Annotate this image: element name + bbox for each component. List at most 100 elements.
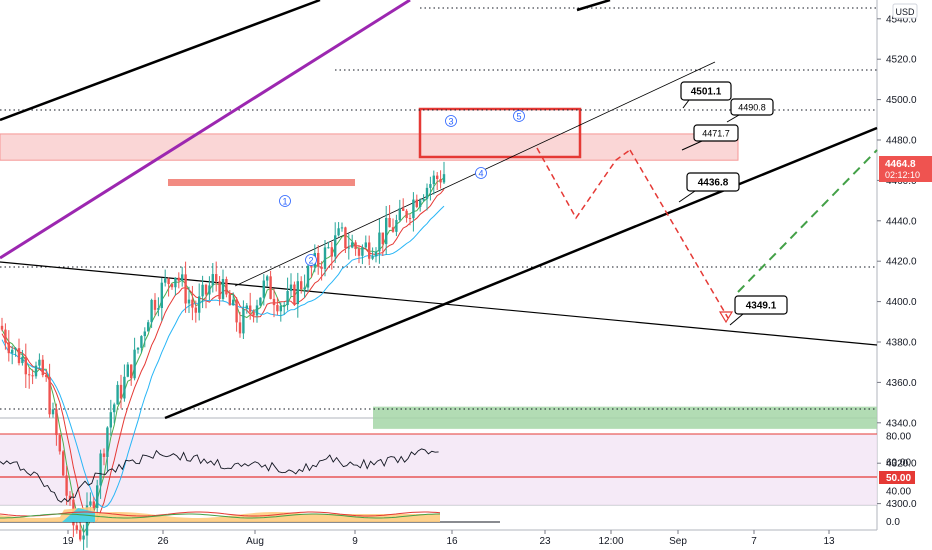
- candle-body: [388, 217, 391, 228]
- price-tick-label: 4540.0: [886, 14, 917, 25]
- projection-paths: [536, 147, 878, 324]
- candle-body: [272, 298, 276, 306]
- candle-body: [41, 359, 44, 376]
- candle-body: [130, 364, 133, 379]
- candle-body: [402, 208, 405, 211]
- time-tick-label: 9: [352, 536, 358, 547]
- candle-body: [48, 376, 51, 415]
- wave-1-label: 1: [282, 197, 287, 207]
- callout-label[interactable]: 4436.8: [698, 178, 729, 189]
- candle-body: [51, 409, 55, 415]
- candle-body: [395, 220, 398, 232]
- candle-body: [106, 427, 109, 457]
- callout-label[interactable]: 4501.1: [691, 87, 722, 98]
- candle-body: [323, 247, 327, 269]
- candle-body: [4, 329, 7, 343]
- candle-body: [21, 356, 24, 364]
- purple-trend-line: [0, 0, 411, 260]
- price-callouts[interactable]: 4501.1 4490.8 4471.7 4436.8 4349.1: [678, 81, 788, 326]
- candle-body: [204, 284, 208, 295]
- zones: [0, 107, 877, 429]
- candle-body: [262, 280, 265, 298]
- candle-body: [364, 242, 367, 248]
- candle-body: [327, 247, 330, 249]
- candle-body: [432, 175, 435, 185]
- callout-label[interactable]: 4490.8: [738, 103, 766, 113]
- candle-body: [116, 384, 119, 405]
- candle-body: [439, 178, 442, 183]
- callout-pointer: [678, 190, 696, 203]
- candle-body: [235, 299, 238, 323]
- candle-body: [361, 247, 364, 256]
- candle-body: [65, 475, 68, 496]
- trend-lines: [0, 0, 878, 420]
- candle-body: [68, 495, 72, 500]
- wave-labels: 1 2 3 4 5: [279, 110, 525, 266]
- time-tick-label: Sep: [669, 536, 687, 547]
- candle-body: [150, 299, 153, 323]
- candle-body: [96, 485, 99, 508]
- price-tick-label: 4360.0: [886, 378, 917, 389]
- candle-body: [28, 374, 31, 376]
- candle-body: [415, 199, 418, 207]
- candle-body: [167, 278, 170, 285]
- wave-2-label: 2: [308, 256, 313, 266]
- candle-body: [123, 376, 126, 399]
- candle-body: [242, 308, 245, 334]
- candle-body: [381, 232, 384, 245]
- wave-5-label: 5: [516, 112, 521, 122]
- candle-body: [184, 274, 187, 304]
- wave-2-circle: [305, 254, 317, 266]
- candle-body: [351, 242, 354, 248]
- candle-body: [344, 227, 347, 249]
- candle-body: [119, 384, 123, 399]
- price-tick-label: 4500.0: [886, 95, 917, 106]
- candle-body: [422, 198, 425, 201]
- candle-body: [143, 331, 146, 337]
- wave-4-circle: [475, 167, 487, 179]
- candle-body: [296, 281, 299, 305]
- price-tick-label: 4520.0: [886, 55, 917, 66]
- candle-body: [317, 252, 320, 267]
- projection-drop-arrow: [718, 311, 734, 324]
- candle-body: [58, 435, 61, 452]
- rsi-level-tag: [879, 471, 915, 484]
- candle-body: [113, 404, 116, 413]
- price-axis[interactable]: 4560.04540.04520.04500.04480.04460.04440…: [877, 0, 917, 528]
- target-box: [418, 107, 582, 159]
- price-tick-label: 4320.0: [886, 459, 917, 470]
- candle-body: [177, 277, 180, 281]
- candle-body: [225, 279, 228, 295]
- rsi-line: [0, 448, 439, 503]
- price-tick-label: 4300.0: [886, 499, 917, 510]
- last-price-tag: [879, 156, 932, 182]
- candle-body: [238, 322, 242, 334]
- candle-body: [198, 296, 201, 313]
- candle-body: [303, 287, 306, 290]
- callout-label[interactable]: 4471.7: [702, 129, 730, 139]
- candle-body: [300, 281, 303, 290]
- callout-box: [693, 124, 739, 142]
- time-axis[interactable]: 19 26 Aug 9 16 23 12:00 Sep 7 13: [62, 530, 835, 547]
- candle-body: [337, 228, 340, 236]
- rsi-pane: [0, 448, 439, 503]
- candle-body: [368, 242, 371, 259]
- candle-body: [201, 284, 204, 297]
- callout-label[interactable]: 4349.1: [746, 301, 777, 312]
- candle-body: [109, 412, 112, 428]
- wave-5-circle: [513, 110, 525, 122]
- candle-body: [334, 235, 337, 257]
- candle-body: [385, 217, 388, 245]
- wave-3-circle: [445, 115, 457, 127]
- candle-body: [293, 284, 296, 305]
- candle-body: [31, 375, 34, 377]
- candle-body: [391, 227, 395, 232]
- candle-body: [140, 336, 143, 348]
- candle-body: [38, 359, 41, 366]
- candle-body: [289, 284, 293, 292]
- candle-body: [306, 265, 310, 288]
- channel-upper-line-2: [576, 0, 611, 12]
- candle-body: [442, 174, 446, 183]
- resistance-marker-bar: [168, 179, 355, 186]
